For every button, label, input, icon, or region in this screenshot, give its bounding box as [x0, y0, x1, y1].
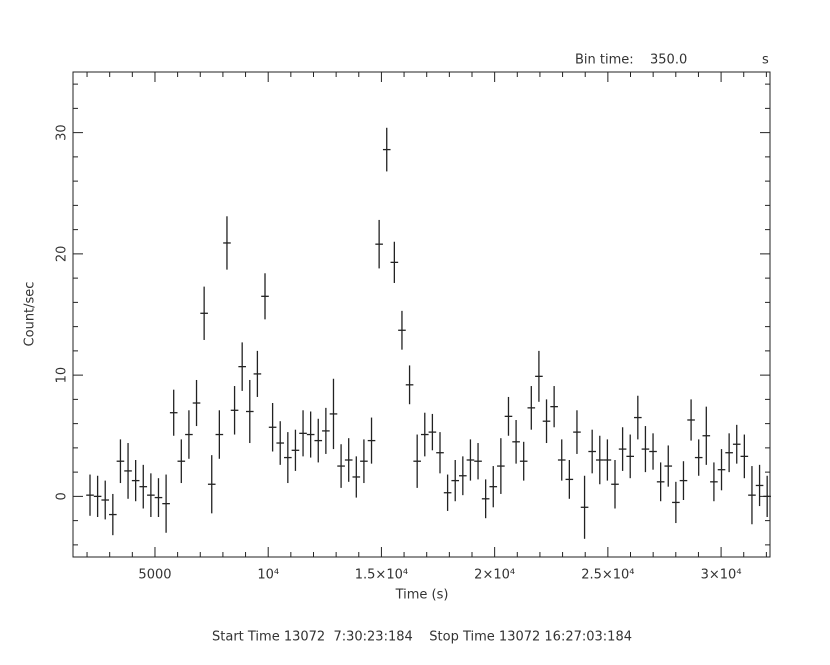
bin-time-label: Bin time: [575, 53, 634, 68]
bin-time-unit: s [762, 53, 769, 68]
x-tick-label: 3×10⁴ [701, 568, 742, 583]
y-tick-label: 30 [55, 124, 70, 141]
bin-time: 350.0 [650, 53, 687, 68]
y-tick-label: 20 [55, 246, 70, 263]
x-tick-label: 2.5×10⁴ [581, 568, 634, 583]
y-axis-label: Count/sec [23, 282, 38, 347]
plot-frame [72, 71, 771, 558]
y-tick-label: 10 [55, 367, 70, 384]
y-tick-label: 0 [55, 492, 70, 500]
x-axis-label: Time (s) [395, 588, 449, 603]
x-tick-label: 1.5×10⁴ [355, 568, 408, 583]
x-tick-label: 5000 [138, 568, 171, 583]
footer: Start Time 13072 7:30:23:184 Stop Time 1… [212, 630, 632, 645]
x-tick-label: 10⁴ [257, 568, 279, 583]
x-tick-label: 2×10⁴ [474, 568, 515, 583]
